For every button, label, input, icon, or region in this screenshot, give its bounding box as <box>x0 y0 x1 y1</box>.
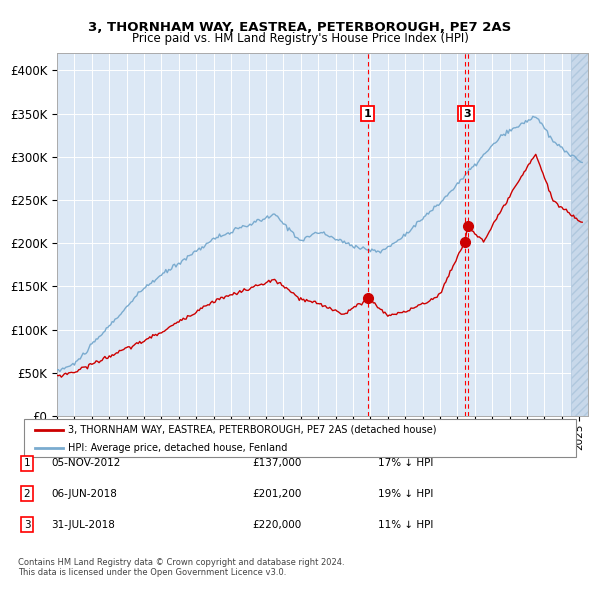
Text: 19% ↓ HPI: 19% ↓ HPI <box>378 489 433 499</box>
FancyBboxPatch shape <box>24 419 576 457</box>
Text: £201,200: £201,200 <box>252 489 301 499</box>
Text: 1: 1 <box>364 109 371 119</box>
Bar <box>571 53 588 416</box>
Text: 06-JUN-2018: 06-JUN-2018 <box>51 489 117 499</box>
Text: 1: 1 <box>23 458 31 468</box>
Text: HPI: Average price, detached house, Fenland: HPI: Average price, detached house, Fenl… <box>68 442 287 453</box>
Text: £137,000: £137,000 <box>252 458 301 468</box>
Text: Price paid vs. HM Land Registry's House Price Index (HPI): Price paid vs. HM Land Registry's House … <box>131 32 469 45</box>
Text: 17% ↓ HPI: 17% ↓ HPI <box>378 458 433 468</box>
Text: Contains HM Land Registry data © Crown copyright and database right 2024.
This d: Contains HM Land Registry data © Crown c… <box>18 558 344 577</box>
Text: £220,000: £220,000 <box>252 520 301 529</box>
Text: 3: 3 <box>464 109 472 119</box>
Text: 31-JUL-2018: 31-JUL-2018 <box>51 520 115 529</box>
Text: 2: 2 <box>23 489 31 499</box>
Text: 2: 2 <box>461 109 469 119</box>
Text: 11% ↓ HPI: 11% ↓ HPI <box>378 520 433 529</box>
Text: 3: 3 <box>23 520 31 529</box>
Text: 05-NOV-2012: 05-NOV-2012 <box>51 458 121 468</box>
Text: 3, THORNHAM WAY, EASTREA, PETERBOROUGH, PE7 2AS: 3, THORNHAM WAY, EASTREA, PETERBOROUGH, … <box>88 21 512 34</box>
Text: 3, THORNHAM WAY, EASTREA, PETERBOROUGH, PE7 2AS (detached house): 3, THORNHAM WAY, EASTREA, PETERBOROUGH, … <box>68 425 437 435</box>
